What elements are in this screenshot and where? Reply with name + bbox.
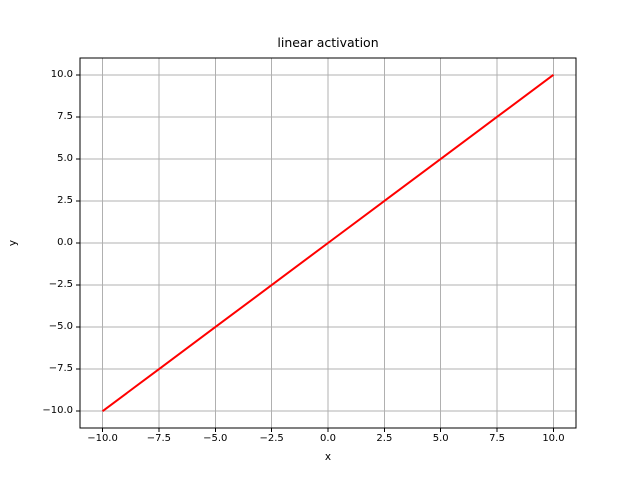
y-tick-label: 5.0 [57,152,73,164]
x-axis-label: x [324,451,332,463]
y-tick-label: 2.5 [57,194,73,206]
y-tick-label: 7.5 [57,110,73,122]
x-tick-label: 7.5 [489,433,506,444]
y-tick-label: 10.0 [50,68,73,80]
x-tick-label: 10.0 [542,433,565,444]
y-tick-label: −5.0 [48,321,73,333]
series-line-linear [101,74,555,412]
y-tick-label: −7.5 [48,363,73,375]
y-axis-label: y [7,239,19,247]
chart-title: linear activation [277,35,379,50]
x-tick-label: 2.5 [376,433,393,444]
x-tick-label: −5.0 [203,433,228,444]
x-tick-label: −2.5 [259,433,284,444]
y-tick-label: 0.0 [57,237,73,248]
y-tick-label: −2.5 [48,279,73,291]
x-tick-label: 0.0 [320,433,336,444]
y-tick-label: −10.0 [42,405,73,417]
x-tick-label: 5.0 [432,433,449,444]
x-tick-label: −7.5 [146,433,172,444]
x-tick-label: −10.0 [87,433,118,444]
